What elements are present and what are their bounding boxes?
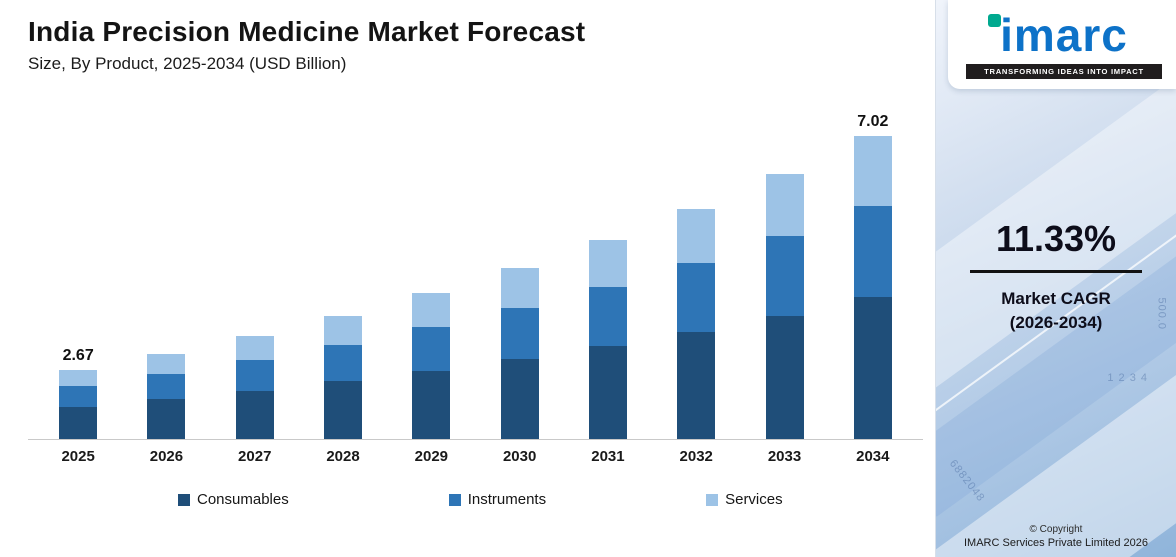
- decorative-stripe: [936, 328, 1176, 557]
- imarc-logo-card: imarc TRANSFORMING IDEAS INTO IMPACT: [948, 0, 1176, 89]
- segment-instruments: [147, 373, 186, 400]
- x-axis-tick-label: 2029: [414, 448, 449, 465]
- cagr-block: 11.33% Market CAGR (2026-2034): [936, 218, 1176, 333]
- bar-column: [564, 240, 652, 439]
- stacked-bar: [853, 135, 892, 439]
- segment-services: [412, 293, 451, 327]
- brand-sidebar: 500.0 1 2 3 4 6882048 imarc TRANSFORMING…: [935, 0, 1176, 557]
- segment-services: [677, 208, 716, 263]
- cagr-underline: [970, 270, 1142, 273]
- bar-column: [387, 293, 475, 439]
- segment-consumables: [147, 399, 186, 439]
- segment-instruments: [500, 308, 539, 360]
- segment-consumables: [588, 346, 627, 439]
- segment-consumables: [500, 359, 539, 439]
- stacked-bar-chart: 2.67 7.02 2025 2026 2027 2028 2029 2030 2031 203…: [28, 88, 931, 465]
- segment-consumables: [324, 381, 363, 439]
- stacked-bar: [588, 240, 627, 439]
- stacked-bar: [765, 174, 804, 439]
- x-axis-tick-label: 2026: [149, 448, 184, 465]
- cagr-period: (2026-2034): [1009, 313, 1103, 332]
- bar-column: [211, 335, 299, 439]
- x-axis-tick-label: 2032: [679, 448, 713, 465]
- cagr-value: 11.33%: [995, 218, 1117, 259]
- bar-column: [475, 268, 563, 439]
- segment-services: [765, 174, 804, 237]
- bar-column: 7.02: [829, 113, 917, 439]
- bar-column: [740, 174, 828, 439]
- legend-label: Instruments: [467, 491, 547, 508]
- bar-value-label: 2.67: [62, 347, 94, 365]
- x-axis-tick-label: 2030: [502, 448, 537, 465]
- legend-swatch-icon: [448, 493, 461, 506]
- imarc-logo-text: imarc: [1000, 9, 1128, 61]
- imarc-logo-teal-dot-icon: [988, 14, 1001, 27]
- background-number: 1 2 3 4: [1107, 372, 1148, 384]
- stacked-bar: [147, 354, 186, 439]
- background-number: 6882048: [946, 457, 987, 505]
- chart-panel: India Precision Medicine Market Forecast…: [28, 16, 931, 508]
- segment-services: [235, 335, 274, 360]
- stacked-bar: [235, 335, 274, 439]
- copyright-line2: IMARC Services Private Limited 2026: [963, 537, 1148, 549]
- cagr-label: Market CAGR: [1001, 289, 1111, 308]
- imarc-tagline: TRANSFORMING IDEAS INTO IMPACT: [966, 64, 1162, 79]
- copyright-line1: © Copyright: [1029, 524, 1083, 535]
- stacked-bar: [677, 208, 716, 439]
- stacked-bar: [324, 315, 363, 439]
- copyright: © Copyright IMARC Services Private Limit…: [936, 524, 1176, 549]
- legend-swatch-icon: [178, 493, 190, 506]
- plot-area: 2.67 7.02: [28, 88, 923, 440]
- legend-label: Consumables: [197, 491, 289, 508]
- chart-legend: Consumables Instruments Services: [178, 491, 931, 508]
- stacked-bar: [500, 268, 539, 439]
- segment-instruments: [677, 262, 716, 332]
- bar-value-label: 7.02: [857, 112, 889, 130]
- chart-title: India Precision Medicine Market Forecast: [28, 16, 586, 47]
- segment-instruments: [324, 344, 363, 382]
- segment-consumables: [59, 406, 98, 439]
- segment-instruments: [588, 286, 627, 347]
- segment-instruments: [853, 205, 892, 298]
- legend-item-consumables: Consumables: [178, 491, 289, 508]
- segment-instruments: [765, 236, 804, 316]
- segment-consumables: [677, 331, 716, 439]
- legend-item-instruments: Instruments: [448, 491, 547, 508]
- imarc-logo: imarc: [966, 12, 1162, 58]
- bar-column: [299, 315, 387, 439]
- x-axis-tick-label: 2033: [767, 448, 802, 465]
- segment-services: [500, 268, 539, 309]
- segment-instruments: [59, 386, 98, 407]
- x-axis-tick-label: 2025: [61, 448, 95, 465]
- x-axis-tick-label: 2028: [326, 448, 360, 465]
- x-axis-tick-label: 2034: [856, 448, 890, 465]
- stacked-bar: [59, 370, 98, 439]
- segment-consumables: [853, 297, 892, 439]
- segment-services: [588, 240, 627, 287]
- bar-column: [652, 208, 740, 439]
- segment-consumables: [765, 315, 804, 439]
- x-axis-labels: 2025 2026 2027 2028 2029 2030 2031 2032 2033 2034: [28, 448, 923, 465]
- x-axis-tick-label: 2031: [591, 448, 625, 465]
- x-axis-tick-label: 2027: [238, 448, 272, 465]
- bar-column: 2.67: [34, 347, 122, 439]
- stacked-bar: [412, 293, 451, 439]
- segment-services: [59, 370, 98, 387]
- bar-column: [122, 354, 210, 439]
- segment-services: [853, 135, 892, 206]
- chart-subtitle: Size, By Product, 2025-2034 (USD Billion…: [28, 54, 347, 73]
- segment-consumables: [235, 390, 274, 439]
- legend-item-services: Services: [706, 491, 783, 508]
- segment-consumables: [412, 370, 451, 439]
- segment-instruments: [235, 359, 274, 391]
- legend-swatch-icon: [706, 493, 719, 506]
- segment-instruments: [412, 326, 451, 371]
- segment-services: [324, 315, 363, 345]
- segment-services: [147, 354, 186, 374]
- legend-label: Services: [725, 491, 783, 508]
